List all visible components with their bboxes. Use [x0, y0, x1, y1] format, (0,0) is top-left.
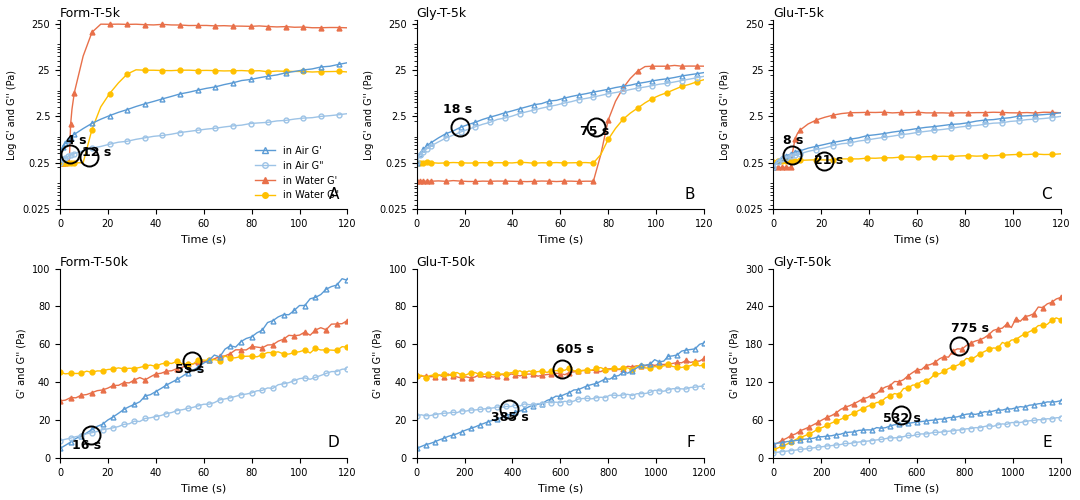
Y-axis label: Log G' and G'' (Pa): Log G' and G'' (Pa) [6, 70, 17, 160]
Text: A: A [328, 186, 339, 202]
Text: Gly-T-5k: Gly-T-5k [417, 7, 467, 20]
Text: Form-T-5k: Form-T-5k [60, 7, 121, 20]
Y-axis label: Log G' and G'' (Pa): Log G' and G'' (Pa) [720, 70, 730, 160]
X-axis label: Time (s): Time (s) [538, 234, 583, 244]
X-axis label: Time (s): Time (s) [894, 483, 940, 493]
Y-axis label: G' and G'' (Pa): G' and G'' (Pa) [16, 328, 26, 398]
Text: 4 s: 4 s [66, 134, 86, 147]
Y-axis label: G' and G'' (Pa): G' and G'' (Pa) [729, 328, 740, 398]
Text: Gly-T-50k: Gly-T-50k [773, 256, 832, 268]
Y-axis label: Log G' and G'' (Pa): Log G' and G'' (Pa) [364, 70, 374, 160]
Text: D: D [327, 435, 339, 450]
Text: 75 s: 75 s [580, 125, 609, 138]
Text: B: B [685, 186, 696, 202]
X-axis label: Time (s): Time (s) [181, 483, 227, 493]
Text: Glu-T-5k: Glu-T-5k [773, 7, 824, 20]
Text: 532 s: 532 s [883, 412, 921, 425]
Text: 16 s: 16 s [72, 439, 102, 452]
Text: Form-T-50k: Form-T-50k [60, 256, 129, 268]
X-axis label: Time (s): Time (s) [538, 483, 583, 493]
Text: 18 s: 18 s [443, 104, 472, 117]
Text: 605 s: 605 s [555, 342, 593, 355]
Text: Glu-T-50k: Glu-T-50k [417, 256, 475, 268]
X-axis label: Time (s): Time (s) [894, 234, 940, 244]
Text: 12 s: 12 s [81, 146, 111, 159]
Text: E: E [1042, 435, 1052, 450]
Text: F: F [687, 435, 696, 450]
Text: C: C [1041, 186, 1052, 202]
Text: 8 s: 8 s [783, 134, 804, 147]
Text: 775 s: 775 s [950, 322, 988, 335]
Text: 55 s: 55 s [175, 364, 204, 376]
Text: 21 s: 21 s [814, 154, 843, 168]
X-axis label: Time (s): Time (s) [181, 234, 227, 244]
Legend: in Air G', in Air G", in Water G', in Water G": in Air G', in Air G", in Water G', in Wa… [252, 142, 342, 204]
Y-axis label: G' and G'' (Pa): G' and G'' (Pa) [373, 328, 383, 398]
Text: 385 s: 385 s [491, 410, 528, 424]
